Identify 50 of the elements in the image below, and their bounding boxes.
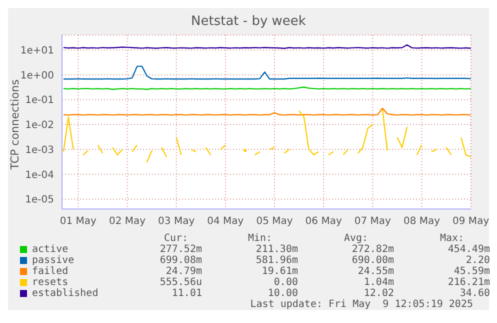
text: 24.55m <box>356 266 395 277</box>
x-tick-label: 09 May <box>452 216 490 228</box>
text: 11.01 <box>170 288 203 299</box>
text: 211.30m <box>254 244 299 255</box>
legend-label: passive <box>32 255 74 266</box>
text: Avg: <box>342 233 370 244</box>
legend-label: resets <box>32 277 68 288</box>
text: Max: <box>438 233 466 244</box>
x-tick-label: 03 May <box>158 216 195 228</box>
x-tick-label: 07 May <box>354 216 392 228</box>
text: 12.02 <box>362 288 395 299</box>
legend-label: failed <box>32 266 68 277</box>
text: 581.96m <box>254 255 299 266</box>
y-tick-label: 1e-01 <box>25 95 54 106</box>
text: Cur: <box>162 233 190 244</box>
text: 277.52m <box>158 244 203 255</box>
legend-label: active <box>32 244 68 255</box>
x-tick-label: 05 May <box>256 216 293 228</box>
x-tick-label: 08 May <box>403 216 440 228</box>
text: 699.08m <box>158 255 203 266</box>
y-tick-label: 1e+00 <box>20 70 54 82</box>
text: 10.00 <box>266 288 299 299</box>
x-tick-label: 06 May <box>305 216 342 228</box>
text: 45.59m <box>452 266 491 277</box>
text: 690.00m <box>350 255 395 266</box>
text: 0.00 <box>272 277 299 288</box>
y-tick-label: 1e-05 <box>25 194 54 206</box>
y-tick-label: 1e-03 <box>25 144 54 156</box>
text: 2.20 <box>464 255 491 266</box>
line-series <box>62 108 471 116</box>
legend-label: established <box>32 288 98 299</box>
text: 34.60 <box>458 288 491 299</box>
y-tick-label: 1e-02 <box>25 120 54 132</box>
y-axis-title: TCP connections <box>8 78 22 170</box>
text: 454.49m <box>446 244 491 255</box>
text: 19.61m <box>260 266 299 277</box>
text: 272.82m <box>350 244 395 255</box>
chart-title: Netstat - by week <box>190 13 307 29</box>
line-series <box>62 66 471 80</box>
text: 216.21m <box>446 277 491 288</box>
text: 24.79m <box>164 266 203 277</box>
x-tick-label: 04 May <box>207 216 244 228</box>
x-tick-label: 01 May <box>60 216 97 228</box>
text: 555.56u <box>158 277 203 288</box>
x-tick-label: 02 May <box>108 216 146 228</box>
text: Min: <box>246 233 274 244</box>
y-tick-label: 1e-04 <box>25 170 54 181</box>
text: Last update: Fri May 9 12:05:19 2025 <box>249 299 474 310</box>
y-tick-label: 1e+01 <box>20 46 54 57</box>
text: 1.04m <box>362 277 395 288</box>
